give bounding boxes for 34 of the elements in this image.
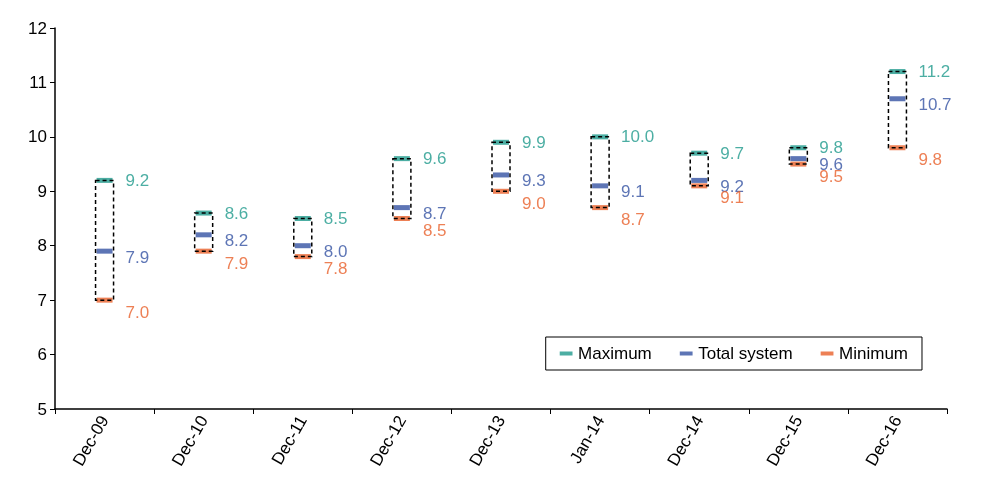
legend-label: Minimum [839,344,909,363]
data-label: 9.3 [522,171,546,191]
data-label: 9.8 [819,138,843,158]
data-label: 9.9 [522,132,546,152]
y-tick-label: 7 [37,290,47,310]
y-tick-label: 9 [37,181,47,201]
y-tick-label: 8 [37,236,47,256]
data-label: 8.5 [323,209,348,228]
data-label: 10.0 [621,127,655,147]
y-tick-label: 12 [28,18,47,38]
y-tick-label: 5 [37,399,47,419]
data-label: 9.1 [621,182,645,202]
data-label: 9.7 [720,143,744,163]
data-label: 11.2 [918,62,951,82]
data-label: 7.0 [125,302,150,322]
data-label: 7.9 [125,247,150,267]
data-label: 8.5 [422,221,447,240]
data-label: 9.0 [522,193,546,213]
data-label: 9.2 [125,170,150,190]
y-tick-label: 6 [37,345,47,365]
data-label: 8.2 [224,231,249,251]
y-tick-label: 10 [28,127,47,147]
data-label: 8.6 [224,203,249,223]
legend-label: Maximum [578,344,652,363]
y-tick-label: 11 [29,72,47,92]
data-label: 7.8 [323,259,348,279]
data-label: 8.7 [621,210,645,230]
data-label: 7.9 [224,253,249,273]
data-label: 8.7 [422,204,447,224]
data-label: 8.0 [323,242,348,262]
legend-label: Total system [698,344,793,363]
data-label: 10.7 [918,95,952,115]
data-label: 9.8 [918,150,943,170]
data-label: 9.6 [422,149,447,169]
